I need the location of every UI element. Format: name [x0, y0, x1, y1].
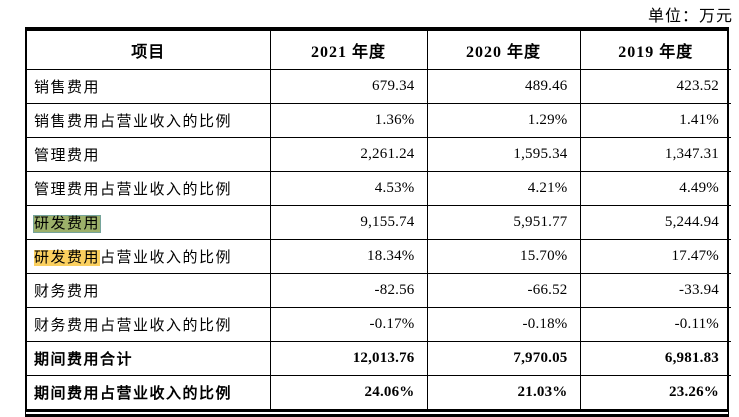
value-cell: 18.34% [269, 238, 428, 274]
table-body: 销售费用 679.34 489.46 423.52 销售费用占营业收入的比例 1.36% 1… [26, 68, 732, 410]
value-cell: -0.11% [579, 306, 732, 342]
value-cell: -82.56 [269, 272, 428, 308]
unit-label: 单位：万元 [647, 8, 733, 25]
header-year-2019: 2019 年度 [579, 30, 732, 70]
value-cell: 4.21% [426, 170, 581, 206]
value-cell: 6,981.83 [579, 340, 732, 376]
table-row: 研发费用 9,155.74 5,951.77 5,244.94 [26, 204, 732, 240]
row-label: 管理费用 [26, 136, 271, 172]
value-cell: 4.53% [269, 170, 428, 206]
value-cell: 1,595.34 [426, 136, 581, 172]
value-cell: 4.49% [579, 170, 732, 206]
row-label: 财务费用占营业收入的比例 [26, 306, 271, 342]
highlighted-label-text: 研发费用 [34, 249, 101, 266]
table-row: 管理费用 2,261.24 1,595.34 1,347.31 [26, 136, 732, 172]
row-label: 研发费用占营业收入的比例 [26, 238, 271, 274]
value-cell: -33.94 [579, 272, 732, 308]
table-row: 管理费用占营业收入的比例 4.53% 4.21% 4.49% [26, 170, 732, 206]
value-cell: 679.34 [269, 68, 428, 104]
value-cell: 15.70% [426, 238, 581, 274]
value-cell: 1.41% [579, 102, 732, 138]
table-row: 财务费用占营业收入的比例 -0.17% -0.18% -0.11% [26, 306, 732, 342]
header-year-2020: 2020 年度 [426, 30, 581, 70]
label-text: 期间费用占营业收入的比例 [34, 385, 233, 402]
expense-table-grid: 项目 2021 年度 2020 年度 2019 年度 销售费用 679.34 489… [26, 30, 732, 410]
value-cell: 17.47% [579, 238, 732, 274]
row-label: 财务费用 [26, 272, 271, 308]
value-cell: 9,155.74 [269, 204, 428, 240]
value-cell: -0.17% [269, 306, 428, 342]
value-cell: 21.03% [426, 374, 581, 410]
label-text: 占营业收入的比例 [100, 249, 233, 266]
row-label: 销售费用 [26, 68, 271, 104]
label-text: 管理费用占营业收入的比例 [34, 181, 233, 198]
value-cell: 423.52 [579, 68, 732, 104]
label-text: 管理费用 [34, 147, 101, 164]
row-label: 销售费用占营业收入的比例 [26, 102, 271, 138]
value-cell: -66.52 [426, 272, 581, 308]
value-cell: 5,951.77 [426, 204, 581, 240]
table-row: 财务费用 -82.56 -66.52 -33.94 [26, 272, 732, 308]
label-text: 销售费用 [34, 79, 101, 96]
label-text: 财务费用占营业收入的比例 [34, 317, 233, 334]
table-row: 研发费用占营业收入的比例 18.34% 15.70% 17.47% [26, 238, 732, 274]
expense-table: 项目 2021 年度 2020 年度 2019 年度 销售费用 679.34 489… [25, 27, 732, 417]
header-item-column: 项目 [26, 30, 271, 70]
value-cell: 2,261.24 [269, 136, 428, 172]
label-text: 财务费用 [34, 283, 101, 300]
header-row: 项目 2021 年度 2020 年度 2019 年度 [26, 30, 732, 70]
table-row: 期间费用占营业收入的比例 24.06% 21.03% 23.26% [26, 374, 732, 410]
table-row: 销售费用 679.34 489.46 423.52 [26, 68, 732, 104]
value-cell: 24.06% [269, 374, 428, 410]
table-row: 销售费用占营业收入的比例 1.36% 1.29% 1.41% [26, 102, 732, 138]
value-cell: 1.29% [426, 102, 581, 138]
value-cell: 489.46 [426, 68, 581, 104]
value-cell: 1,347.31 [579, 136, 732, 172]
row-label: 研发费用 [26, 204, 271, 240]
label-text: 销售费用占营业收入的比例 [34, 113, 233, 130]
value-cell: 5,244.94 [579, 204, 732, 240]
table-header: 项目 2021 年度 2020 年度 2019 年度 [26, 30, 732, 70]
row-label: 管理费用占营业收入的比例 [26, 170, 271, 206]
highlighted-label-text: 研发费用 [34, 215, 101, 232]
value-cell: 1.36% [269, 102, 428, 138]
value-cell: 7,970.05 [426, 340, 581, 376]
row-label: 期间费用占营业收入的比例 [26, 374, 271, 410]
table-row: 期间费用合计 12,013.76 7,970.05 6,981.83 [26, 340, 732, 376]
value-cell: 23.26% [579, 374, 732, 410]
label-text: 期间费用合计 [34, 351, 134, 368]
value-cell: -0.18% [426, 306, 581, 342]
header-year-2021: 2021 年度 [269, 30, 428, 70]
row-label: 期间费用合计 [26, 340, 271, 376]
value-cell: 12,013.76 [269, 340, 428, 376]
